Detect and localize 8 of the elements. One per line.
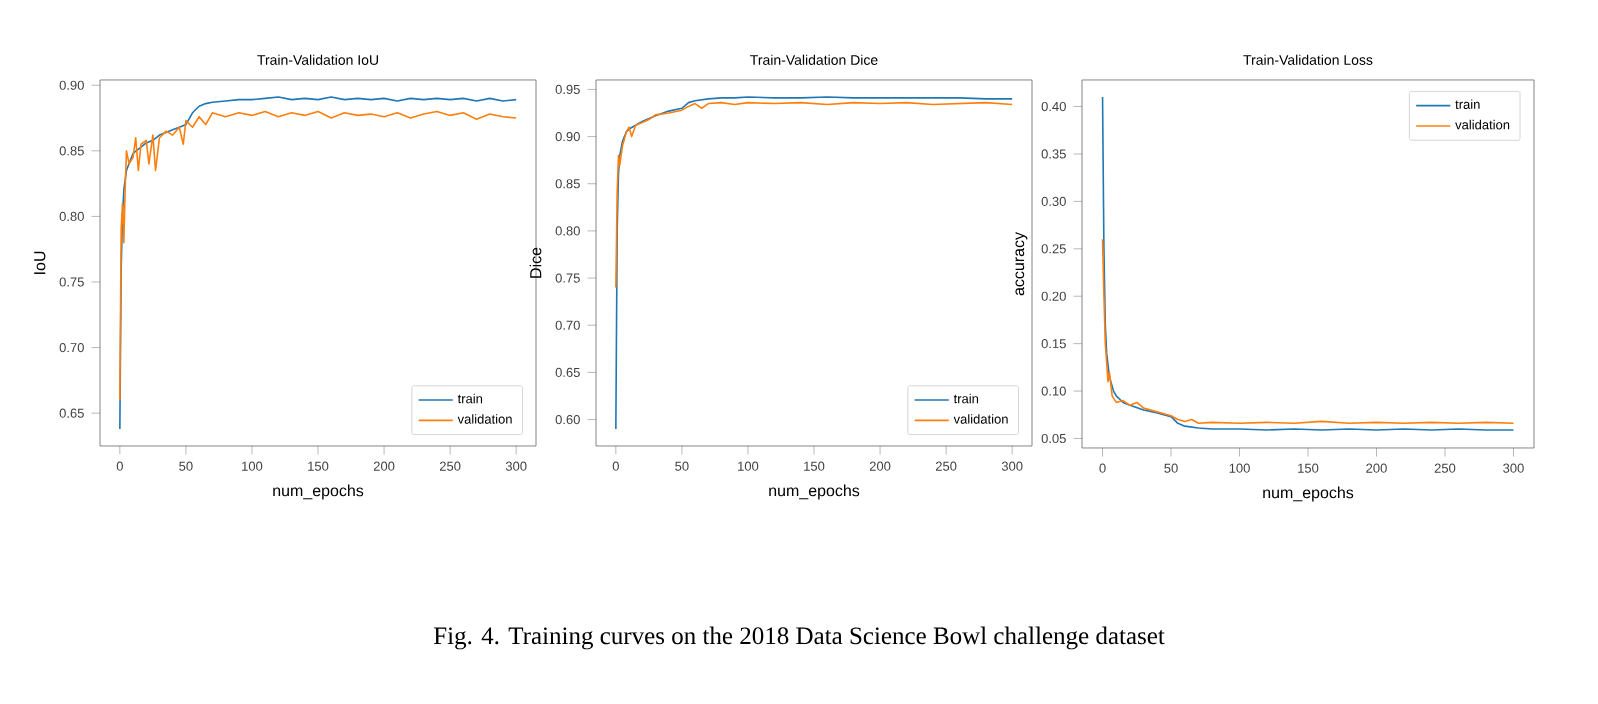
y-axis-title: IoU (34, 251, 46, 274)
x-axis-title: num_epochs (769, 484, 860, 500)
y-axis-title: Dice (529, 247, 542, 278)
line-series (1101, 96, 1515, 431)
caption: Fig. 4. Training curves on the 2018 Data Science Bowl challenge dataset (433, 626, 1165, 650)
x-axis-title: num_epochs (1263, 486, 1354, 502)
y-axis-title: accuracy (1015, 232, 1028, 296)
x-axis-title: num_epochs (273, 484, 364, 500)
